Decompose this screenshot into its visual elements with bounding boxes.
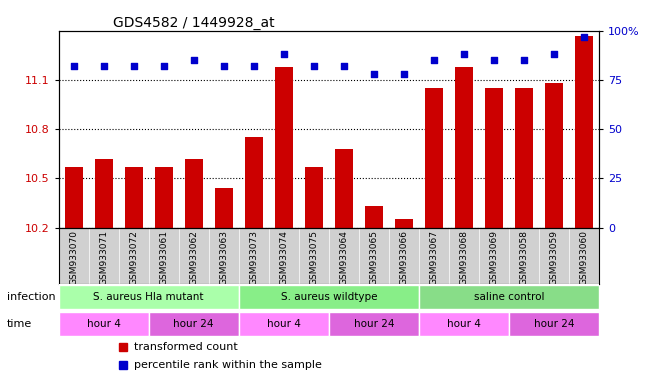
Point xyxy=(158,63,169,69)
Text: GSM933071: GSM933071 xyxy=(99,230,108,285)
Bar xyxy=(94,159,113,228)
Point xyxy=(339,63,349,69)
Text: infection: infection xyxy=(7,292,55,302)
Point xyxy=(279,51,289,58)
Text: GSM933060: GSM933060 xyxy=(579,230,589,285)
Point xyxy=(398,71,409,77)
Bar xyxy=(575,36,593,228)
Point xyxy=(428,57,439,63)
Point xyxy=(219,63,229,69)
Text: GSM933061: GSM933061 xyxy=(159,230,168,285)
Point xyxy=(98,63,109,69)
Text: GSM933074: GSM933074 xyxy=(279,230,288,285)
Point xyxy=(189,57,199,63)
Text: S. aureus wildtype: S. aureus wildtype xyxy=(281,292,377,302)
FancyBboxPatch shape xyxy=(148,312,239,336)
Point xyxy=(368,71,379,77)
Point xyxy=(579,33,589,40)
Text: time: time xyxy=(7,319,32,329)
Text: hour 24: hour 24 xyxy=(353,319,394,329)
Bar xyxy=(245,137,263,228)
Text: GSM933059: GSM933059 xyxy=(549,230,559,285)
Text: hour 4: hour 4 xyxy=(267,319,301,329)
Bar xyxy=(545,83,563,228)
Text: GSM933068: GSM933068 xyxy=(460,230,468,285)
Text: GSM933062: GSM933062 xyxy=(189,230,198,285)
Text: GDS4582 / 1449928_at: GDS4582 / 1449928_at xyxy=(113,16,274,30)
Text: hour 24: hour 24 xyxy=(534,319,574,329)
Point xyxy=(309,63,319,69)
Bar xyxy=(124,167,143,228)
Point xyxy=(458,51,469,58)
Bar xyxy=(335,149,353,228)
Bar xyxy=(275,67,293,228)
Bar xyxy=(515,88,533,228)
FancyBboxPatch shape xyxy=(419,312,509,336)
Text: hour 24: hour 24 xyxy=(173,319,214,329)
Bar xyxy=(455,67,473,228)
FancyBboxPatch shape xyxy=(509,312,599,336)
Text: GSM933063: GSM933063 xyxy=(219,230,229,285)
Text: saline control: saline control xyxy=(474,292,544,302)
Text: percentile rank within the sample: percentile rank within the sample xyxy=(134,360,322,370)
Text: S. aureus Hla mutant: S. aureus Hla mutant xyxy=(93,292,204,302)
Bar xyxy=(365,206,383,228)
Point xyxy=(549,51,559,58)
Text: GSM933070: GSM933070 xyxy=(69,230,78,285)
FancyBboxPatch shape xyxy=(329,312,419,336)
Point xyxy=(489,57,499,63)
FancyBboxPatch shape xyxy=(59,312,148,336)
Bar xyxy=(305,167,323,228)
Text: GSM933073: GSM933073 xyxy=(249,230,258,285)
Text: GSM933069: GSM933069 xyxy=(490,230,499,285)
Bar xyxy=(64,167,83,228)
Text: GSM933066: GSM933066 xyxy=(399,230,408,285)
Text: hour 4: hour 4 xyxy=(87,319,120,329)
Text: GSM933067: GSM933067 xyxy=(429,230,438,285)
Text: hour 4: hour 4 xyxy=(447,319,481,329)
Bar xyxy=(395,219,413,228)
Point xyxy=(519,57,529,63)
FancyBboxPatch shape xyxy=(419,285,599,309)
Text: GSM933072: GSM933072 xyxy=(129,230,138,285)
Point xyxy=(128,63,139,69)
Point xyxy=(68,63,79,69)
Bar xyxy=(425,88,443,228)
Text: GSM933065: GSM933065 xyxy=(369,230,378,285)
Bar xyxy=(185,159,202,228)
Bar xyxy=(485,88,503,228)
Text: GSM933058: GSM933058 xyxy=(519,230,529,285)
FancyBboxPatch shape xyxy=(239,285,419,309)
Point xyxy=(249,63,259,69)
FancyBboxPatch shape xyxy=(239,312,329,336)
Bar xyxy=(155,167,173,228)
Text: GSM933075: GSM933075 xyxy=(309,230,318,285)
Text: GSM933064: GSM933064 xyxy=(339,230,348,285)
Bar xyxy=(215,188,232,228)
FancyBboxPatch shape xyxy=(59,285,239,309)
Text: transformed count: transformed count xyxy=(134,342,238,352)
